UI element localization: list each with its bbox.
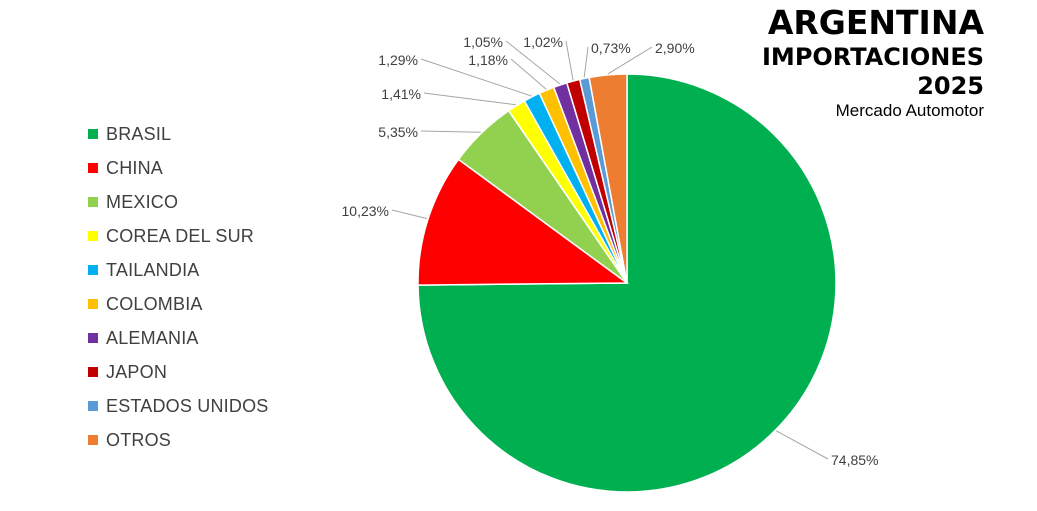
chart-title-year: 2025 [917, 72, 984, 100]
pie-slice-brasil [417, 73, 837, 493]
legend-item-alemania: ALEMANIA [88, 321, 269, 355]
legend-item-corea-del-sur: COREA DEL SUR [88, 219, 269, 253]
pie-slice-china [417, 158, 630, 286]
legend-swatch [88, 163, 98, 173]
legend-label: MEXICO [106, 191, 179, 212]
data-label-china: 10,23% [342, 203, 389, 219]
legend-item-mexico: MEXICO [88, 185, 269, 219]
leader-line-alemania [505, 40, 561, 85]
legend-label: OTROS [106, 429, 172, 450]
data-label-japon: 1,02% [523, 34, 563, 50]
legend-swatch [88, 435, 98, 445]
data-label-mexico: 5,35% [378, 124, 418, 140]
leader-line-estados-unidos [583, 46, 589, 78]
data-label-alemania: 1,05% [463, 34, 503, 50]
data-label-brasil: 74,85% [831, 452, 878, 468]
leader-line-tailandia [420, 58, 532, 97]
legend-swatch [88, 299, 98, 309]
pie-slice-otros [588, 73, 628, 284]
data-label-corea-del-sur: 1,41% [381, 86, 421, 102]
pie-slices [417, 73, 837, 493]
legend-label: COREA DEL SUR [106, 225, 254, 246]
legend-item-tailandia: TAILANDIA [88, 253, 269, 287]
legend-swatch [88, 367, 98, 377]
leader-line-brasil [775, 430, 829, 460]
chart-legend: BRASIL CHINA MEXICO COREA DEL SUR TAILANDIA C… [88, 117, 269, 457]
legend-label: COLOMBIA [106, 293, 203, 314]
chart-title-block: ARGENTINA IMPORTACIONES 2025 Mercado Aut… [762, 3, 984, 122]
chart-title-importaciones: IMPORTACIONES [762, 43, 984, 71]
leader-lines [391, 40, 829, 460]
data-label-tailandia: 1,29% [378, 52, 418, 68]
legend-swatch [88, 197, 98, 207]
legend-item-brasil: BRASIL [88, 117, 269, 151]
legend-item-japon: JAPON [88, 355, 269, 389]
leader-line-corea-del-sur [423, 92, 516, 106]
chart-title-country: ARGENTINA [767, 3, 984, 42]
data-labels: 74,85% 10,23% 5,35% 1,41% 1,29% 1,18% 1,05% 1,0… [342, 34, 879, 468]
chart-subtitle: Mercado Automotor [835, 101, 984, 120]
leader-line-japon [565, 40, 574, 81]
legend-swatch [88, 231, 98, 241]
legend-swatch [88, 129, 98, 139]
legend-item-colombia: COLOMBIA [88, 287, 269, 321]
leader-line-mexico [420, 130, 481, 133]
data-label-otros: 2,90% [655, 40, 695, 56]
legend-swatch [88, 401, 98, 411]
data-label-colombia: 1,18% [468, 52, 508, 68]
legend-label: JAPON [106, 361, 168, 382]
legend-item-otros: OTROS [88, 423, 269, 457]
leader-line-colombia [510, 58, 547, 90]
leader-line-china [391, 209, 428, 220]
legend-item-china: CHINA [88, 151, 269, 185]
data-label-estados-unidos: 0,73% [591, 40, 631, 56]
legend-label: ALEMANIA [106, 327, 199, 348]
legend-label: BRASIL [106, 123, 172, 144]
leader-line-otros [607, 46, 653, 75]
legend-label: TAILANDIA [106, 259, 200, 280]
legend-label: ESTADOS UNIDOS [106, 395, 269, 416]
legend-label: CHINA [106, 157, 164, 178]
legend-item-estados-unidos: ESTADOS UNIDOS [88, 389, 269, 423]
legend-swatch [88, 265, 98, 275]
legend-swatch [88, 333, 98, 343]
